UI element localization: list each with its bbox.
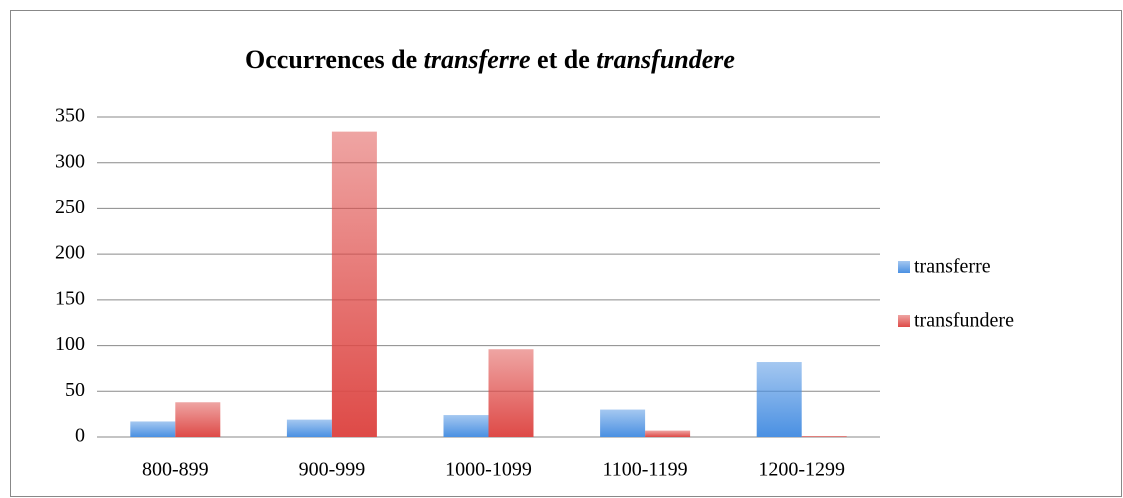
bar — [175, 402, 221, 437]
y-tick-label: 50 — [65, 379, 85, 401]
legend-swatch — [898, 315, 910, 327]
bar — [801, 436, 847, 437]
x-tick-label: 1000-1099 — [445, 459, 532, 481]
x-tick-label: 900-999 — [299, 459, 366, 481]
bar — [130, 421, 176, 437]
x-tick-label: 800-899 — [142, 459, 209, 481]
x-tick-label: 1100-1199 — [603, 459, 688, 481]
chart-title: Occurrences de transferre et de transfun… — [245, 45, 735, 74]
bar — [488, 349, 534, 437]
bar — [756, 362, 802, 437]
y-tick-label: 250 — [55, 196, 85, 218]
bar — [443, 415, 489, 437]
y-tick-label: 200 — [55, 242, 85, 264]
bar — [600, 409, 646, 437]
y-tick-label: 150 — [55, 287, 85, 309]
bar — [286, 419, 332, 437]
y-tick-label: 100 — [55, 333, 85, 355]
y-tick-label: 350 — [55, 105, 85, 127]
bar — [331, 131, 377, 437]
y-tick-label: 0 — [75, 425, 85, 447]
bar — [645, 430, 691, 437]
y-tick-label: 300 — [55, 150, 85, 172]
x-tick-label: 1200-1299 — [758, 459, 845, 481]
legend-label: transferre — [914, 256, 991, 278]
legend-swatch — [898, 261, 910, 273]
legend-label: transfundere — [914, 310, 1014, 332]
